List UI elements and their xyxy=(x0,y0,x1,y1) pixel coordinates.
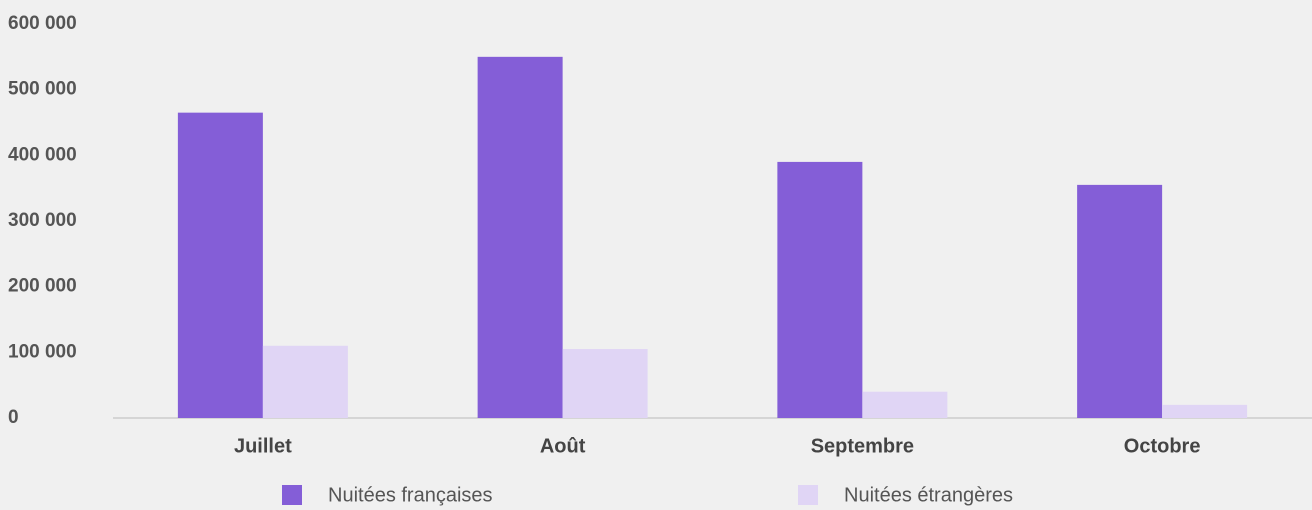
y-tick-label: 300 000 xyxy=(8,210,77,231)
bar xyxy=(777,161,863,418)
legend-swatch xyxy=(282,485,302,505)
legend-swatch xyxy=(798,485,818,505)
x-tick-label: Juillet xyxy=(234,435,292,457)
legend-label: Nuitées étrangères xyxy=(844,484,1013,506)
bar xyxy=(262,345,348,418)
y-tick-label: 400 000 xyxy=(8,144,77,165)
bar xyxy=(562,349,648,418)
bar xyxy=(177,112,263,419)
x-tick-label: Octobre xyxy=(1124,435,1201,457)
y-tick-label: 100 000 xyxy=(8,341,77,362)
legend-label: Nuitées françaises xyxy=(328,484,493,506)
x-tick-label: Septembre xyxy=(811,435,914,457)
y-tick-label: 0 xyxy=(8,407,19,428)
x-tick-label: Août xyxy=(540,435,586,457)
y-tick-label: 600 000 xyxy=(8,13,77,34)
y-tick-label: 200 000 xyxy=(8,276,77,297)
bar xyxy=(1162,404,1248,418)
y-tick-label: 500 000 xyxy=(8,79,77,100)
bar xyxy=(477,56,563,418)
bar xyxy=(1077,184,1163,418)
bar xyxy=(862,391,948,418)
